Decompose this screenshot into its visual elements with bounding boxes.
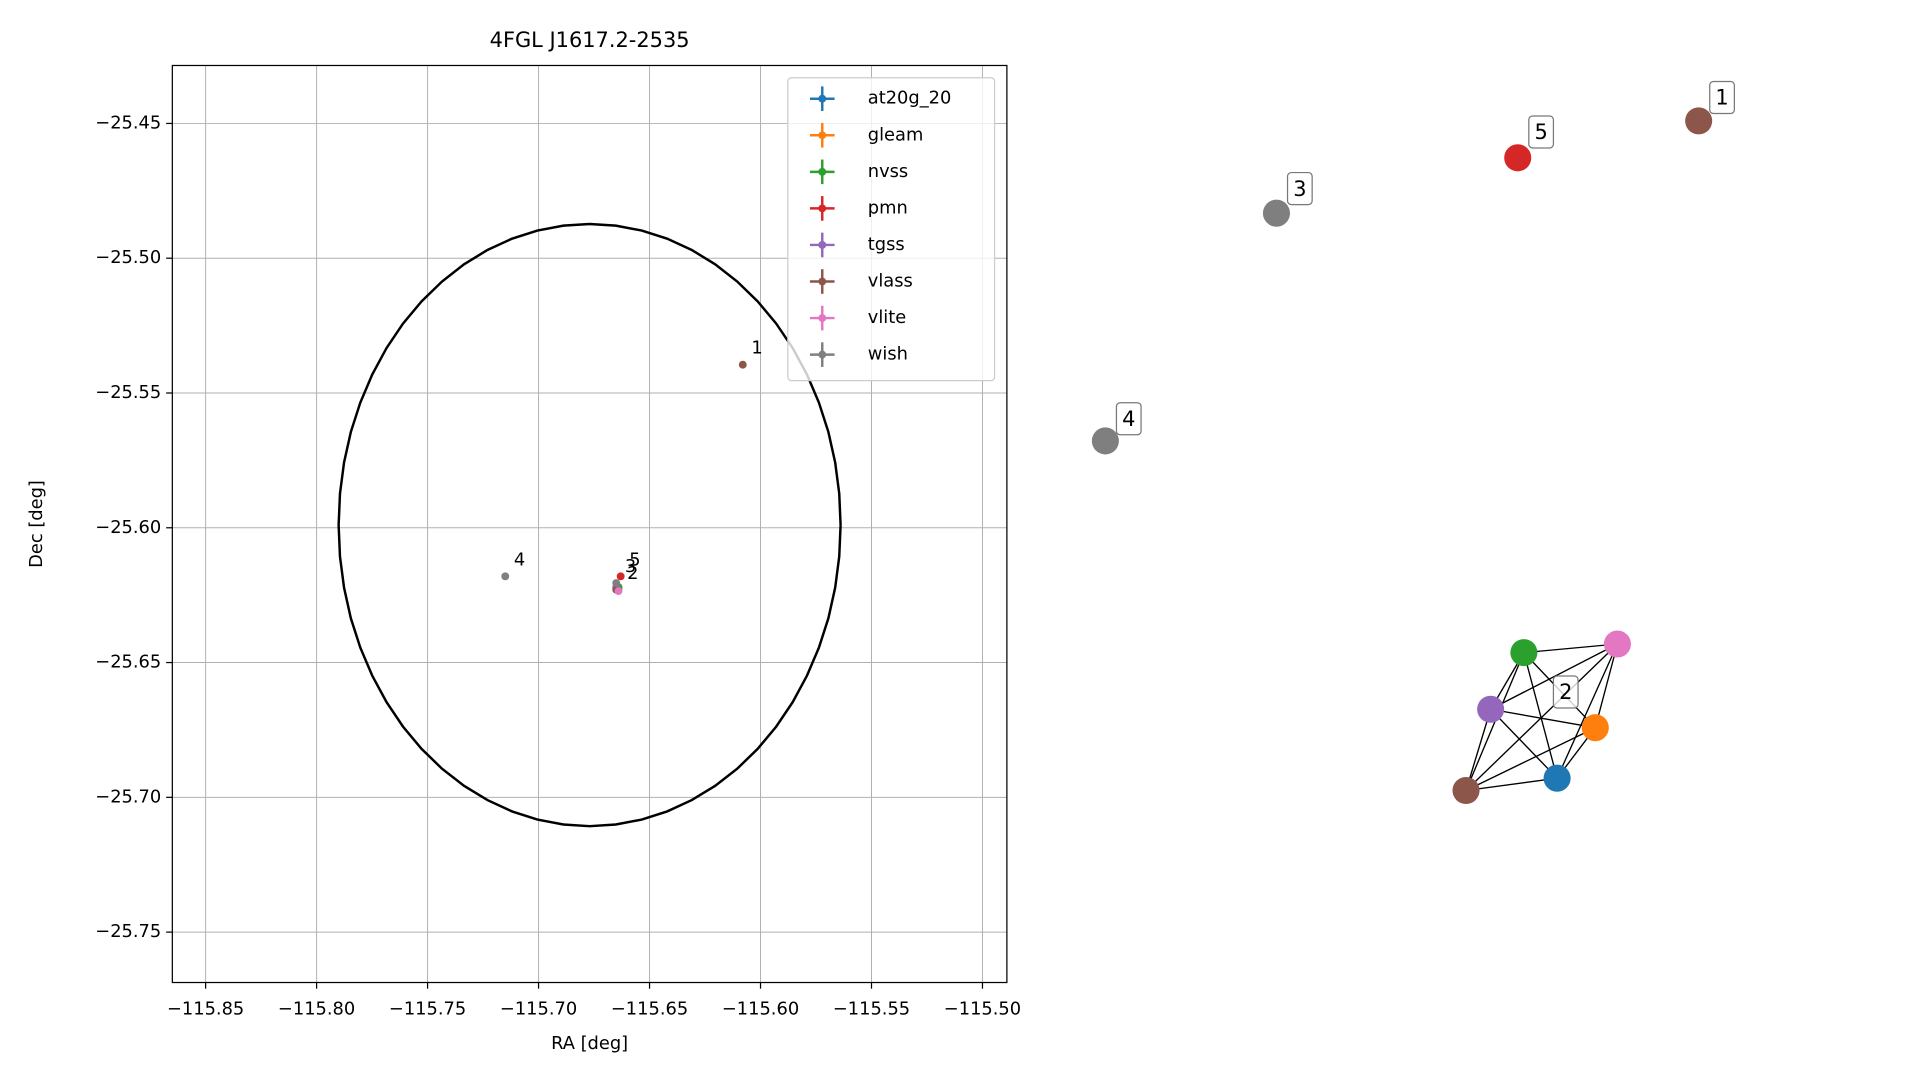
x-tick-label: −115.55	[833, 999, 910, 1020]
node	[1091, 427, 1119, 455]
node-label-box	[1709, 80, 1735, 115]
node-label: 2	[1559, 680, 1572, 704]
annotation: 1	[751, 338, 762, 359]
node	[1510, 639, 1538, 667]
edge	[1594, 643, 1619, 728]
edge	[1490, 708, 1558, 779]
x-tick-label: −115.60	[722, 999, 799, 1020]
axes-frame	[171, 64, 1008, 984]
chart-title: 4FGL J1617.2-2535	[490, 28, 690, 52]
annotation: 4	[514, 549, 525, 570]
legend-label: vlite	[868, 307, 906, 328]
edge	[1556, 643, 1619, 779]
y-axis-label: Dec [deg]	[26, 480, 47, 568]
legend-label: pmn	[868, 197, 908, 218]
legend-key	[818, 167, 827, 176]
node	[1477, 695, 1505, 723]
y-tick-label: −25.50	[95, 247, 161, 268]
y-tick-label: −25.60	[95, 517, 161, 538]
annotation: 2	[627, 563, 638, 584]
node	[1581, 714, 1609, 742]
node	[1543, 764, 1571, 792]
ellipse	[337, 222, 842, 828]
annotation: 3	[625, 556, 636, 577]
point	[614, 587, 623, 596]
edge	[1465, 777, 1558, 792]
node-label: 4	[1122, 407, 1135, 431]
x-axis-label: RA [deg]	[551, 1033, 628, 1054]
node	[1262, 199, 1291, 227]
node	[1685, 107, 1713, 135]
point	[616, 572, 625, 581]
point	[612, 579, 621, 587]
edge	[1465, 709, 1492, 791]
edge	[1465, 727, 1596, 792]
edge	[1523, 652, 1558, 779]
x-tick-label: −115.75	[389, 999, 466, 1020]
node-label-box	[1552, 675, 1579, 709]
y-tick-label: −25.75	[95, 921, 161, 942]
node-label-box	[1528, 115, 1555, 149]
annotation: 5	[629, 549, 640, 570]
y-tick-label: −25.55	[95, 382, 161, 403]
edge	[1490, 708, 1596, 729]
legend-label: nvss	[868, 161, 908, 182]
edge	[1490, 643, 1618, 710]
x-tick-label: −115.85	[167, 999, 244, 1020]
node-label: 3	[1293, 177, 1306, 201]
edge	[1523, 643, 1618, 654]
legend-key	[818, 314, 827, 323]
point	[738, 360, 747, 369]
legend-key	[818, 94, 827, 103]
legend-label: gleam	[868, 124, 924, 145]
x-tick-label: −115.70	[500, 999, 577, 1020]
legend-label: at20g_20	[868, 88, 952, 109]
legend-key	[818, 350, 827, 359]
node-label: 5	[1534, 120, 1547, 144]
legend-key	[818, 241, 827, 249]
legend-key	[818, 277, 827, 286]
y-tick-label: −25.70	[95, 786, 161, 807]
node-label-box	[1115, 402, 1142, 436]
legend-key	[818, 204, 827, 213]
legend-label: wish	[868, 344, 908, 365]
legend-box	[787, 77, 996, 382]
node	[1504, 144, 1532, 172]
legend-label: vlass	[868, 271, 913, 292]
legend-label: tgss	[868, 234, 905, 255]
node-label-box	[1286, 171, 1313, 206]
node	[1603, 630, 1631, 658]
y-tick-label: −25.45	[95, 112, 161, 133]
node-label: 1	[1715, 86, 1728, 110]
legend-key	[818, 131, 827, 140]
x-tick-label: −115.80	[278, 999, 355, 1020]
y-tick-label: −25.65	[95, 652, 161, 673]
x-tick-label: −115.50	[944, 999, 1021, 1020]
x-tick-label: −115.65	[611, 999, 688, 1020]
node	[1452, 776, 1480, 805]
point	[501, 572, 510, 581]
edge	[1465, 643, 1618, 791]
